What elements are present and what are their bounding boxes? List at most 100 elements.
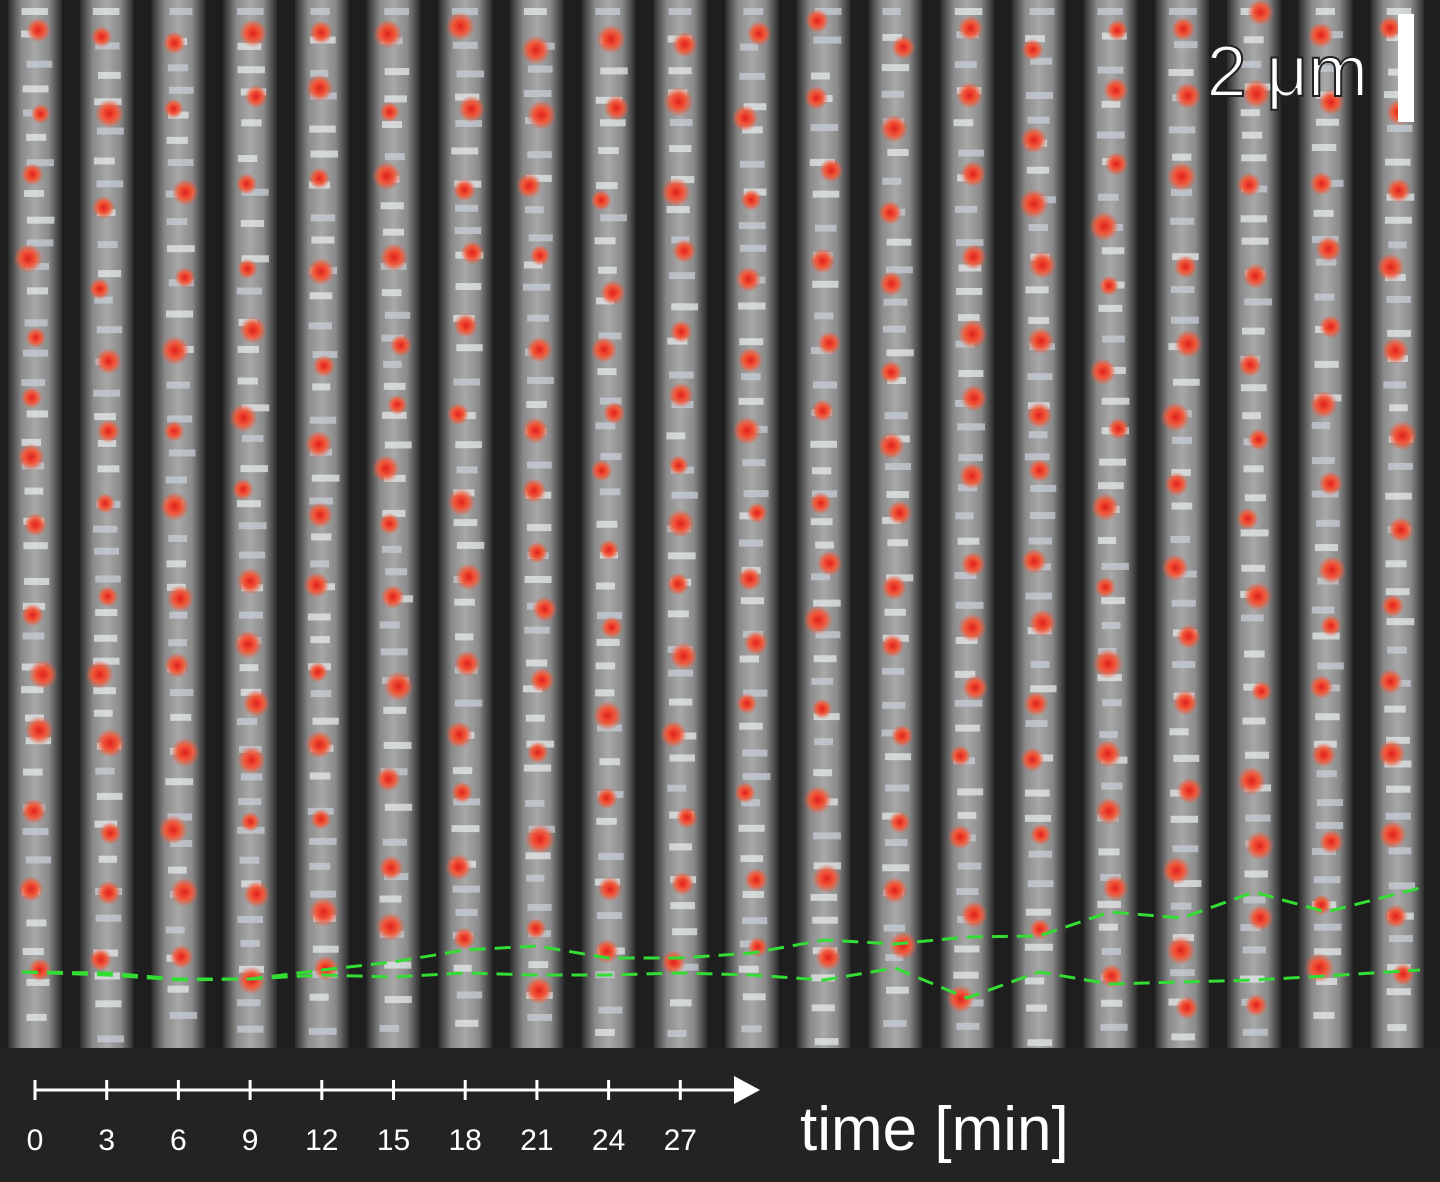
tick-label: 24 bbox=[592, 1124, 625, 1157]
band bbox=[668, 67, 692, 75]
band bbox=[954, 8, 983, 15]
band bbox=[237, 1025, 264, 1033]
band bbox=[525, 852, 551, 860]
spot bbox=[457, 95, 486, 123]
band bbox=[666, 432, 686, 440]
band bbox=[598, 266, 617, 274]
band bbox=[380, 648, 408, 656]
band bbox=[1315, 822, 1344, 830]
band bbox=[24, 487, 44, 495]
spot bbox=[1092, 648, 1123, 679]
spot bbox=[737, 566, 762, 592]
band bbox=[92, 657, 120, 665]
spot bbox=[1103, 77, 1129, 103]
spot bbox=[1304, 952, 1335, 983]
band bbox=[671, 491, 698, 499]
spot bbox=[237, 258, 258, 280]
spot bbox=[817, 331, 842, 356]
band bbox=[1026, 1004, 1047, 1012]
band bbox=[309, 416, 337, 424]
band bbox=[743, 8, 764, 15]
spot bbox=[96, 880, 121, 906]
band bbox=[1102, 335, 1125, 343]
spot bbox=[20, 386, 43, 409]
spot bbox=[1311, 894, 1332, 916]
band bbox=[812, 916, 838, 924]
spot bbox=[1018, 188, 1049, 219]
band bbox=[882, 33, 902, 41]
tick-label: 6 bbox=[170, 1124, 187, 1157]
band bbox=[165, 778, 194, 786]
band bbox=[312, 717, 339, 725]
band bbox=[739, 338, 764, 346]
band bbox=[1242, 1028, 1268, 1036]
band bbox=[1314, 923, 1342, 931]
band bbox=[97, 1035, 125, 1043]
band bbox=[167, 985, 189, 993]
spot bbox=[26, 17, 51, 43]
spot bbox=[1377, 669, 1403, 695]
band bbox=[168, 534, 188, 542]
spot bbox=[666, 509, 695, 538]
spot bbox=[804, 85, 829, 110]
spot bbox=[163, 98, 184, 119]
spot bbox=[1319, 315, 1343, 339]
spot bbox=[746, 21, 772, 47]
band bbox=[1240, 614, 1264, 622]
band bbox=[383, 382, 406, 390]
band bbox=[523, 283, 551, 291]
spot bbox=[92, 195, 116, 220]
spot bbox=[1237, 766, 1266, 796]
band bbox=[1029, 512, 1056, 520]
band bbox=[384, 311, 411, 319]
band bbox=[815, 541, 834, 549]
spot bbox=[529, 667, 555, 693]
band bbox=[455, 119, 482, 127]
spot bbox=[960, 161, 987, 187]
band bbox=[810, 893, 838, 901]
band bbox=[1027, 116, 1050, 124]
band bbox=[668, 669, 693, 677]
band bbox=[22, 632, 45, 640]
band bbox=[743, 689, 768, 697]
band bbox=[241, 434, 264, 442]
band bbox=[1315, 258, 1337, 266]
spot bbox=[305, 74, 334, 102]
band bbox=[1028, 317, 1050, 325]
tick-label: 21 bbox=[520, 1124, 553, 1157]
spot bbox=[672, 238, 697, 263]
spot bbox=[744, 868, 768, 892]
band bbox=[1385, 588, 1410, 596]
band bbox=[957, 537, 980, 545]
band bbox=[815, 631, 841, 639]
band bbox=[98, 270, 122, 278]
band bbox=[1314, 360, 1339, 368]
band bbox=[22, 349, 49, 357]
spot bbox=[1099, 964, 1124, 988]
spot bbox=[240, 811, 261, 832]
band bbox=[883, 924, 906, 932]
spot bbox=[1166, 161, 1197, 192]
spot bbox=[960, 901, 988, 929]
band bbox=[310, 214, 336, 222]
tracks bbox=[21, 886, 1421, 1000]
band bbox=[1100, 1023, 1128, 1031]
spot bbox=[736, 693, 758, 715]
band bbox=[379, 1024, 400, 1032]
band bbox=[1240, 109, 1260, 117]
band bbox=[669, 272, 695, 280]
band bbox=[24, 319, 48, 327]
spot bbox=[1386, 177, 1411, 203]
band bbox=[455, 204, 479, 212]
spot bbox=[946, 985, 975, 1013]
band bbox=[671, 303, 699, 311]
spot bbox=[1318, 829, 1344, 855]
band bbox=[1242, 717, 1266, 725]
spot bbox=[660, 720, 687, 748]
band bbox=[1244, 650, 1265, 658]
band bbox=[1101, 622, 1121, 630]
spot bbox=[378, 855, 404, 881]
spot bbox=[244, 84, 268, 109]
spot bbox=[1236, 507, 1259, 530]
spot bbox=[600, 280, 626, 306]
